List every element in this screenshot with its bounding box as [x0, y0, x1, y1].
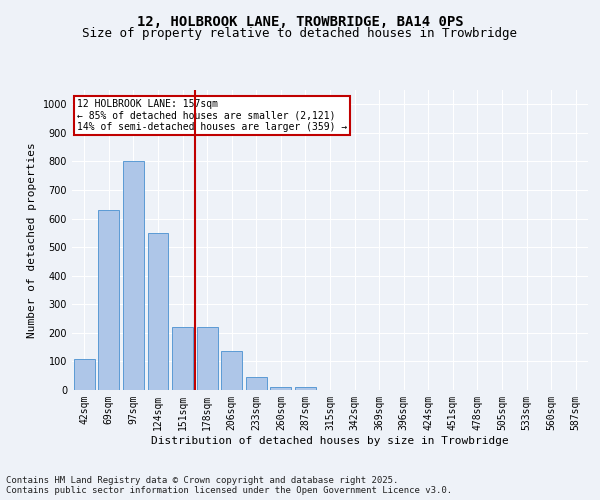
Bar — [271, 387, 292, 390]
X-axis label: Distribution of detached houses by size in Trowbridge: Distribution of detached houses by size … — [151, 436, 509, 446]
Bar — [295, 387, 316, 390]
Bar — [98, 210, 119, 390]
Text: 12, HOLBROOK LANE, TROWBRIDGE, BA14 0PS: 12, HOLBROOK LANE, TROWBRIDGE, BA14 0PS — [137, 15, 463, 29]
Bar — [74, 358, 95, 390]
Bar — [197, 327, 218, 390]
Text: Contains HM Land Registry data © Crown copyright and database right 2025.: Contains HM Land Registry data © Crown c… — [6, 476, 398, 485]
Text: Contains public sector information licensed under the Open Government Licence v3: Contains public sector information licen… — [6, 486, 452, 495]
Bar — [246, 377, 267, 390]
Bar — [123, 162, 144, 390]
Text: 12 HOLBROOK LANE: 157sqm
← 85% of detached houses are smaller (2,121)
14% of sem: 12 HOLBROOK LANE: 157sqm ← 85% of detach… — [77, 99, 347, 132]
Text: Size of property relative to detached houses in Trowbridge: Size of property relative to detached ho… — [83, 28, 517, 40]
Y-axis label: Number of detached properties: Number of detached properties — [27, 142, 37, 338]
Bar — [221, 352, 242, 390]
Bar — [148, 233, 169, 390]
Bar — [172, 327, 193, 390]
